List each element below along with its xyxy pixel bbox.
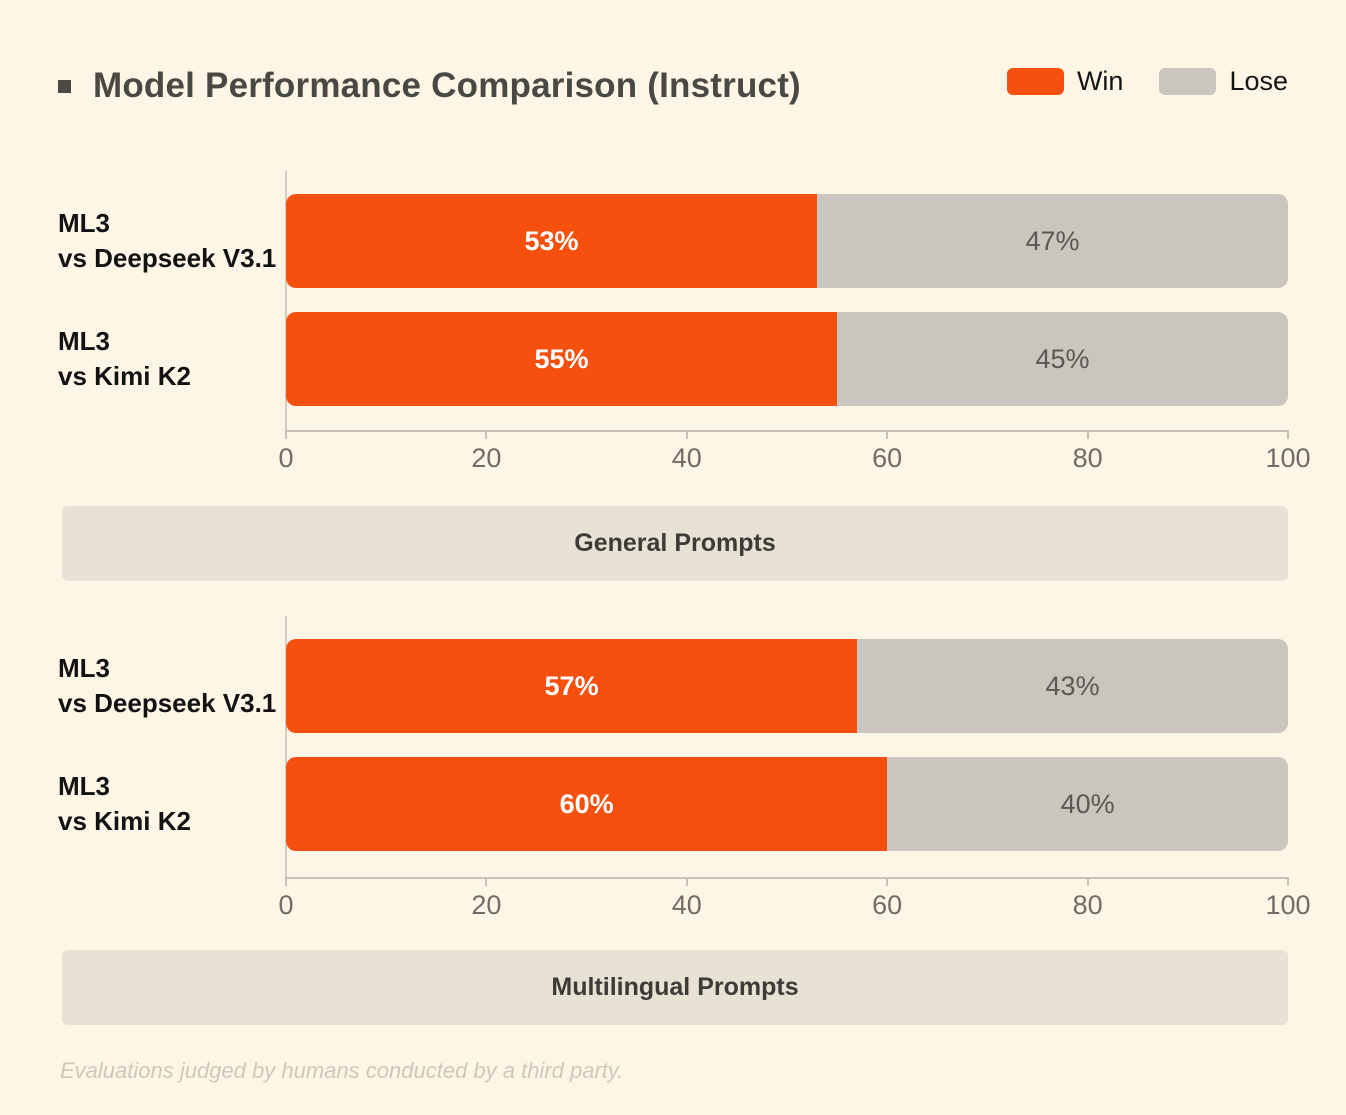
section-band-label: Multilingual Prompts: [551, 973, 799, 1001]
category-label-line1: ML3: [58, 325, 110, 356]
category-label-line2: vs Deepseek V3.1: [58, 243, 277, 273]
category-label-line1: ML3: [58, 207, 110, 238]
win-bar-segment: 55%: [286, 312, 838, 406]
section-band-multilingual: Multilingual Prompts: [62, 950, 1288, 1025]
win-swatch-icon: [1006, 68, 1064, 95]
lose-bar-segment: 43%: [857, 639, 1288, 733]
tick-label: 20: [471, 443, 502, 473]
x-axis-1: 0 20 40 60 80 100: [278, 430, 1311, 480]
legend-label-win: Win: [1076, 66, 1124, 96]
chart-header: Model Performance Comparison (Instruct) …: [58, 60, 1288, 112]
tick-mark: [1287, 877, 1289, 886]
lose-percent-label: 40%: [1060, 788, 1115, 819]
tick-label: 80: [1072, 890, 1103, 920]
lose-percent-label: 45%: [1035, 343, 1090, 374]
lose-bar-segment: 40%: [887, 757, 1288, 851]
win-percent-label: 53%: [524, 225, 579, 256]
chart-row: ML3 vs Deepseek V3.1 53% 47%: [58, 194, 1288, 288]
win-percent-label: 55%: [534, 343, 589, 374]
tick-label: 60: [872, 890, 903, 920]
category-label: ML3 vs Kimi K2: [58, 769, 286, 839]
lose-percent-label: 43%: [1045, 670, 1100, 701]
y-axis-line-2: [285, 616, 287, 878]
section-band-general: General Prompts: [62, 506, 1288, 581]
tick-label: 100: [1265, 890, 1311, 920]
chart-title: Model Performance Comparison (Instruct): [93, 66, 801, 105]
legend-item-win: Win: [1006, 66, 1124, 97]
tick-mark: [285, 430, 287, 439]
title-wrap: Model Performance Comparison (Instruct): [58, 60, 801, 112]
tick-label: 60: [872, 443, 903, 473]
category-label: ML3 vs Deepseek V3.1: [58, 651, 286, 721]
stacked-bar: 57% 43%: [286, 639, 1288, 733]
stacked-bar: 55% 45%: [286, 312, 1288, 406]
tick-mark: [1086, 430, 1089, 439]
category-label-line2: vs Deepseek V3.1: [58, 688, 277, 718]
tick-label: 0: [278, 890, 294, 920]
win-bar-segment: 57%: [286, 639, 858, 733]
tick-mark: [685, 430, 688, 439]
chart-row: ML3 vs Kimi K2 60% 40%: [58, 757, 1288, 851]
tick-label: 40: [671, 890, 702, 920]
tick-mark: [886, 430, 889, 439]
tick-mark: [1287, 430, 1289, 439]
tick-label: 100: [1265, 443, 1311, 473]
tick-mark: [1086, 877, 1089, 886]
chart-row: ML3 vs Deepseek V3.1 57% 43%: [58, 639, 1288, 733]
lose-bar-segment: 47%: [817, 194, 1288, 288]
footnote: Evaluations judged by humans conducted b…: [60, 1058, 624, 1083]
section-band-label: General Prompts: [574, 529, 776, 557]
category-label-line1: ML3: [58, 770, 110, 801]
tick-mark: [485, 877, 488, 886]
stacked-bar: 53% 47%: [286, 194, 1288, 288]
y-axis-line-1: [285, 171, 287, 431]
lose-percent-label: 47%: [1025, 225, 1080, 256]
tick-label: 20: [471, 890, 502, 920]
win-bar-segment: 53%: [286, 194, 818, 288]
legend: Win Lose: [1006, 66, 1288, 97]
lose-swatch-icon: [1159, 68, 1217, 95]
x-axis-line: [286, 877, 1288, 879]
chart-2-rows: ML3 vs Deepseek V3.1 57% 43% ML3 vs Kimi…: [58, 639, 1288, 851]
x-axis-2: 0 20 40 60 80 100: [278, 877, 1311, 927]
tick-label: 80: [1072, 443, 1103, 473]
x-axis-line: [286, 430, 1288, 432]
title-bullet-icon: [58, 79, 71, 93]
category-label: ML3 vs Kimi K2: [58, 324, 286, 394]
tick-mark: [685, 877, 688, 886]
win-bar-segment: 60%: [286, 757, 888, 851]
tick-label: 0: [278, 443, 294, 473]
category-label-line1: ML3: [58, 652, 110, 683]
tick-mark: [485, 430, 488, 439]
win-percent-label: 60%: [559, 788, 614, 819]
chart-row: ML3 vs Kimi K2 55% 45%: [58, 312, 1288, 406]
lose-bar-segment: 45%: [837, 312, 1288, 406]
legend-item-lose: Lose: [1159, 66, 1288, 97]
win-percent-label: 57%: [544, 670, 599, 701]
stacked-bar: 60% 40%: [286, 757, 1288, 851]
tick-label: 40: [671, 443, 702, 473]
chart-1-rows: ML3 vs Deepseek V3.1 53% 47% ML3 vs Kimi…: [58, 194, 1288, 406]
category-label: ML3 vs Deepseek V3.1: [58, 206, 286, 276]
legend-label-lose: Lose: [1229, 66, 1288, 96]
tick-mark: [285, 877, 287, 886]
category-label-line2: vs Kimi K2: [58, 361, 191, 391]
tick-mark: [886, 877, 889, 886]
category-label-line2: vs Kimi K2: [58, 806, 191, 836]
